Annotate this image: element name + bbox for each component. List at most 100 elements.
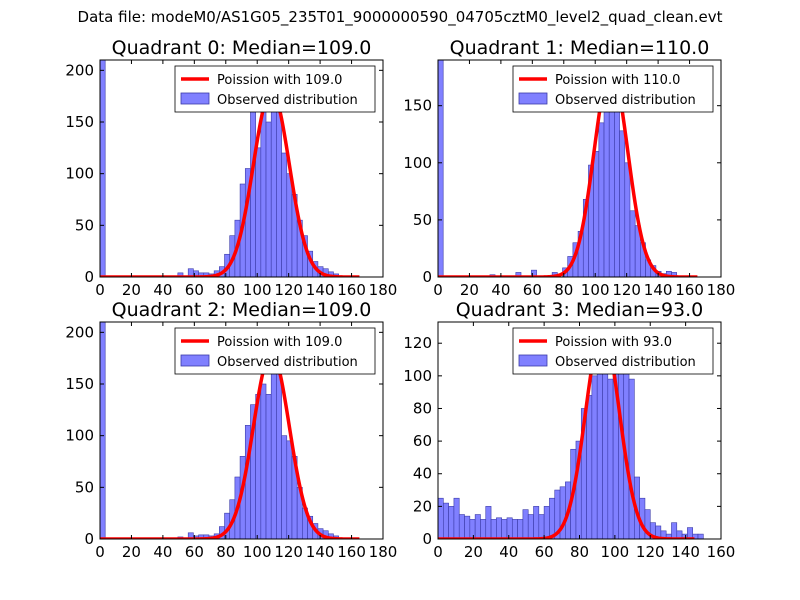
legend-entry-observed: Observed distribution [217,355,358,370]
x-tick-label: 180 [369,543,398,561]
x-tick-label: 0 [433,543,443,561]
histogram-bar [629,210,636,277]
y-tick-label: 100 [403,367,432,385]
y-tick-label: 0 [84,530,94,548]
legend-entry-fit: Poission with 109.0 [217,73,342,88]
histogram-bar [591,375,598,539]
histogram-bar [624,162,631,277]
x-tick-label: 60 [523,281,542,299]
x-tick-label: 140 [671,543,700,561]
y-tick-label: 120 [403,334,432,352]
x-tick-label: 120 [274,281,303,299]
y-tick-label: 40 [413,465,432,483]
histogram-bar [443,502,449,539]
histogram-bar [533,506,540,539]
histogram-bar [538,514,545,539]
quadrant-title: Quadrant 1: Median=110.0 [450,37,710,59]
legend: Poission with 93.0 Observed distribution [512,327,714,375]
histogram-bar [522,509,529,539]
histogram-bar [614,99,620,277]
y-tick-label: 200 [65,61,94,79]
x-tick-label: 140 [644,281,673,299]
legend: Poission with 110.0 Observed distribution [512,65,714,113]
histogram-bar [270,98,277,277]
x-tick-label: 0 [433,281,443,299]
histogram-bar [607,378,614,539]
x-tick-label: 140 [306,543,335,561]
histogram-bar [549,497,556,539]
y-tick-label: 150 [65,113,94,131]
y-tick-label: 20 [413,497,432,515]
legend-bar-swatch [518,92,548,105]
legend-entry-fit: Poission with 109.0 [217,335,342,350]
x-tick-label: 80 [554,281,573,299]
x-tick-label: 20 [460,281,479,299]
x-tick-label: 40 [153,543,172,561]
legend-entry-observed: Observed distribution [555,355,696,370]
legend-bar-swatch [180,354,210,367]
histogram-bar [485,506,492,539]
histogram-bar [100,60,106,277]
x-tick-label: 20 [464,543,483,561]
x-tick-label: 40 [491,281,510,299]
x-tick-label: 160 [707,543,736,561]
histogram-bar [501,519,508,539]
quadrant-title: Quadrant 0: Median=109.0 [112,37,372,59]
x-tick-label: 100 [243,543,272,561]
histogram-bar [496,517,502,539]
histogram-bar [265,121,272,277]
x-tick-label: 120 [274,543,303,561]
legend-bar-swatch [180,92,210,105]
y-tick-label: 0 [422,530,432,548]
legend-entry-observed: Observed distribution [217,93,358,108]
histogram-bar [270,360,277,539]
histogram-bar [490,519,497,539]
quadrant-2-plot: 0 20 40 60 80 100 120 140 160 180050100150200Quad… [65,299,397,561]
histogram-bar [506,517,513,539]
poisson-fit-line [100,351,361,539]
histogram-bar [286,173,293,277]
legend: Poission with 109.0 Observed distribution [174,65,376,113]
legend-entry-observed: Observed distribution [555,93,696,108]
x-tick-label: 80 [216,281,235,299]
axes-frame [437,59,722,278]
y-tick-label: 100 [65,427,94,445]
y-tick-label: 150 [65,375,94,393]
x-tick-label: 140 [306,281,335,299]
histogram-bar [177,272,184,277]
figure-suptitle: Data file: modeM0/AS1G05_235T01_90000005… [77,8,723,26]
x-tick-label: 80 [570,543,589,561]
y-tick-label: 0 [422,268,432,286]
histogram-bar [458,514,465,539]
quadrant-1-plot: 0 20 40 60 80 100 120 140 160 180050100150Quadran… [403,37,735,299]
histogram-bar [511,519,518,539]
x-tick-label: 120 [612,281,641,299]
histogram-bar [281,152,288,277]
x-tick-label: 20 [122,281,141,299]
histogram-bar [598,122,605,277]
y-tick-label: 0 [84,268,94,286]
y-tick-label: 100 [65,165,94,183]
y-tick-label: 50 [75,216,94,234]
y-tick-label: 200 [65,323,94,341]
x-tick-label: 100 [243,281,272,299]
histogram-bar [671,522,678,539]
legend: Poission with 109.0 Observed distribution [174,327,376,375]
y-tick-label: 150 [403,97,432,115]
quadrant-title: Quadrant 2: Median=109.0 [112,299,372,321]
histogram-bar [453,497,460,539]
x-tick-label: 80 [216,543,235,561]
x-tick-label: 20 [122,543,141,561]
x-tick-label: 120 [636,543,665,561]
histogram-bar [515,272,522,277]
x-tick-label: 100 [581,281,610,299]
histogram-bar [438,497,444,539]
histogram-bar [265,394,272,539]
poisson-fit-line [100,89,361,277]
histogram-bar [250,111,256,277]
histogram-bar [464,515,471,539]
histogram-bar [480,519,487,539]
legend-entry-fit: Poission with 93.0 [555,335,672,350]
histogram-bar [628,378,635,539]
